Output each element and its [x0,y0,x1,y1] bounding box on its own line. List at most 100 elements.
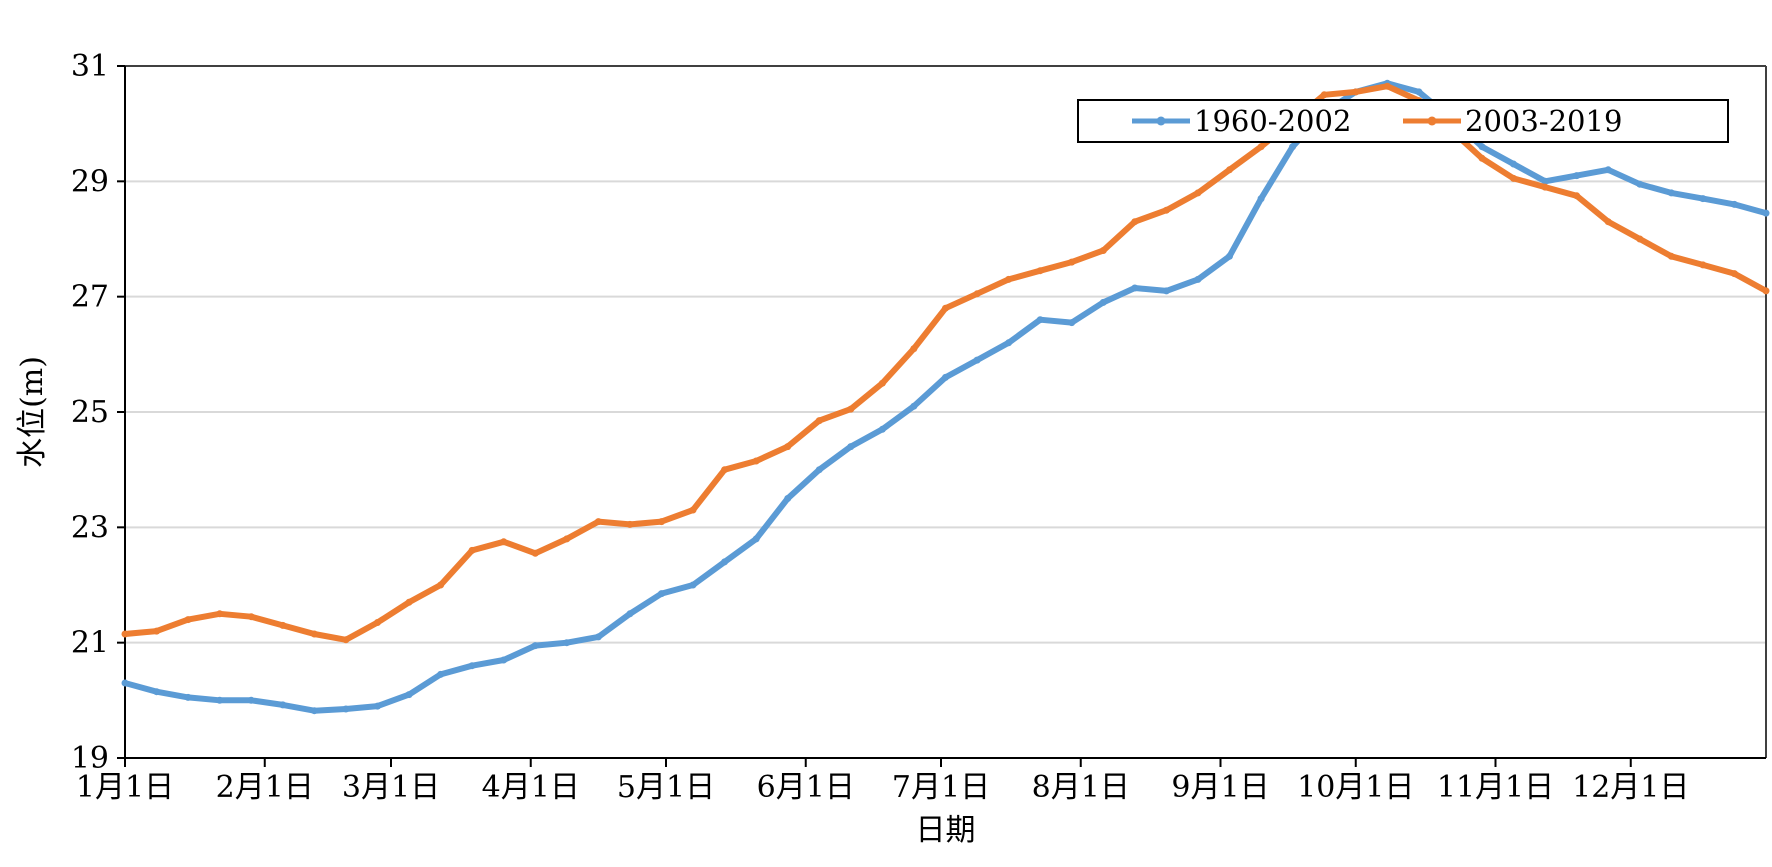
series-0-point-26 [942,373,949,381]
series-1-point-19 [721,466,729,474]
series-0-point-2 [184,693,192,701]
series-1-point-45 [1541,183,1549,191]
series-1-point-7 [342,636,350,644]
series-0-point-18 [689,581,697,589]
series-1-point-9 [405,598,413,606]
series-1-point-27 [973,290,981,298]
series-1-point-6 [310,630,318,638]
legend-label-0: 1960-2002 [1194,104,1351,138]
x-tick-label-1: 2月1日 [216,770,314,805]
series-0-point-7 [342,705,350,713]
series-0-point-43 [1478,143,1486,151]
x-tick-label-7: 8月1日 [1032,770,1130,805]
series-1-point-8 [374,619,381,626]
legend-marker-0 [1156,116,1166,126]
series-0-point-47 [1604,166,1612,174]
series-0-point-16 [626,610,634,618]
series-1-point-0 [121,630,129,638]
series-0-point-19 [721,558,729,566]
series-1-point-47 [1604,218,1612,226]
series-0-point-33 [1162,287,1170,295]
series-0-point-1 [153,688,161,696]
x-tick-label-3: 4月1日 [482,770,580,805]
x-axis-title: 日期 [916,813,976,848]
series-0-point-48 [1636,180,1644,188]
series-1-point-49 [1667,252,1675,260]
series-1-point-26 [942,304,949,312]
series-1-point-11 [468,546,476,554]
series-1-point-24 [878,379,886,387]
y-tick-label-0: 19 [71,741,109,776]
series-0-point-20 [752,535,760,543]
series-1-point-34 [1194,189,1202,197]
y-tick-label-2: 23 [71,510,109,545]
series-1-point-17 [658,518,665,526]
series-0-point-49 [1667,189,1675,197]
series-1-point-32 [1131,218,1139,226]
series-0-point-4 [247,696,255,704]
series-0-point-27 [973,356,981,364]
series-1-point-44 [1510,174,1517,182]
series-0-point-6 [310,707,318,715]
series-1-point-33 [1162,206,1170,214]
legend-entries: 1960-2002 2003-2019 [1132,104,1622,138]
series-1-point-51 [1730,270,1738,278]
legend-label-1: 2003-2019 [1465,104,1622,138]
series-0-point-51 [1730,200,1738,208]
series-1-point-52 [1762,287,1770,295]
series-1-point-28 [1005,275,1013,283]
series-1-point-22 [815,417,823,425]
series-1-point-50 [1699,261,1707,269]
series-1-point-1 [153,627,161,635]
series-0-point-34 [1194,275,1202,283]
series-0-point-8 [374,702,381,710]
series-1-point-36 [1257,143,1265,151]
x-axis-ticks: 1月1日 2月1日 3月1日 4月1日 5月1日 6月1日 7月1日 8月1日 9月1日 10月1… [76,758,1689,805]
series-0-point-45 [1541,177,1549,185]
series-1-point-25 [910,345,918,353]
y-tick-label-6: 31 [71,49,109,84]
series-0-point-24 [878,425,886,433]
x-tick-label-5: 6月1日 [757,770,855,805]
x-tick-label-11: 12月1日 [1572,770,1689,805]
series-0-point-35 [1226,252,1233,260]
series-0-point-15 [594,633,602,641]
series-0-point-17 [658,590,665,598]
y-axis-title: 水位(m) [15,356,50,468]
series-0-point-46 [1573,172,1581,180]
legend: 1960-2002 2003-2019 [1077,99,1729,143]
series-1-point-30 [1068,258,1076,266]
series-0-point-41 [1415,88,1423,96]
series-1-point-46 [1573,192,1581,200]
series-0-point-9 [405,691,413,699]
series-1-point-38 [1320,91,1328,99]
series-0-point-0 [121,679,129,687]
series-0-point-29 [1036,316,1044,324]
series-0-point-10 [437,670,445,678]
x-tick-label-10: 11月1日 [1437,770,1554,805]
series-0-point-22 [815,466,823,474]
series-0-point-32 [1131,284,1139,292]
series-0-point-28 [1005,339,1013,347]
series-1-point-23 [847,405,855,413]
series-1-point-18 [689,506,697,514]
x-tick-label-0: 1月1日 [76,770,174,805]
series-1-point-31 [1099,247,1107,254]
series-1-point-12 [500,538,508,546]
series-0-point-50 [1699,195,1707,203]
series-1-point-48 [1636,235,1644,243]
series-0-point-36 [1257,195,1265,203]
y-tick-label-1: 21 [71,626,109,661]
series-1-point-14 [563,535,571,543]
y-axis-ticks: 19 21 23 25 27 29 31 [71,49,125,776]
series-1-point-20 [752,457,760,465]
series-1-point-13 [531,549,539,557]
series-1-point-16 [626,520,634,528]
y-tick-label-3: 25 [71,395,109,430]
series-1-point-10 [437,581,445,589]
series-0-point-25 [910,402,918,410]
gridlines [125,65,1766,644]
series-0-point-5 [279,701,287,709]
series-1-point-29 [1036,267,1044,275]
